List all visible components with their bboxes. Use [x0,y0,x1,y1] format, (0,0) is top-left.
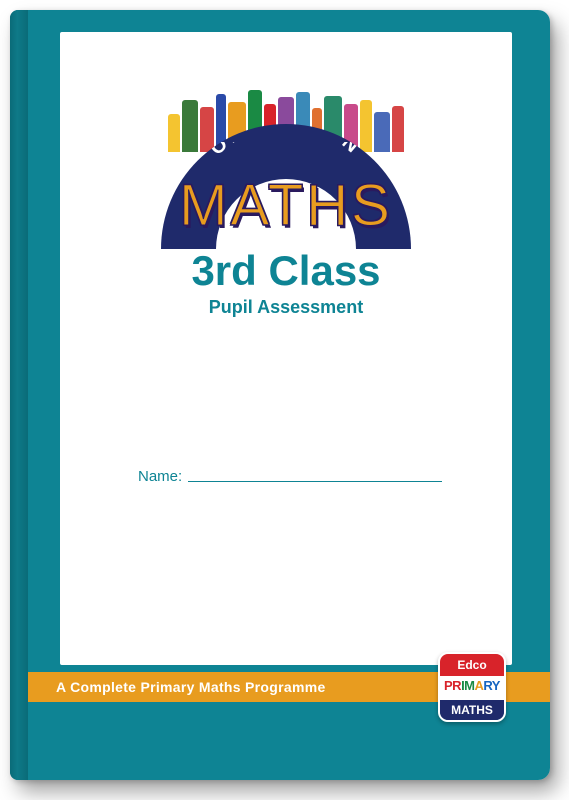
svg-text:OPERATION: OPERATION [206,142,366,160]
edco-primary-maths-badge: Edco PRIMARY MATHS [438,652,506,722]
name-underline[interactable] [188,481,442,482]
badge-primary: PRIMARY [440,676,504,700]
name-field: Name: [138,468,442,485]
white-panel: OPERATION MATHS 3rd Class Pupil Assessme… [60,32,512,665]
name-label: Name: [138,468,182,485]
operation-text: OPERATION [206,142,366,160]
strip-text: A Complete Primary Maths Programme [56,679,326,695]
maths-text: MATHS [126,172,446,239]
badge-maths: MATHS [440,700,504,722]
book-spine [10,10,28,780]
class-title: 3rd Class [126,247,446,295]
operation-maths-logo: OPERATION MATHS 3rd Class Pupil Assessme… [126,87,446,318]
badge-edco: Edco [440,654,504,676]
badge-primary-text: PRIMARY [444,678,500,693]
subtitle: Pupil Assessment [126,297,446,318]
book-cover: OPERATION MATHS 3rd Class Pupil Assessme… [10,10,550,780]
